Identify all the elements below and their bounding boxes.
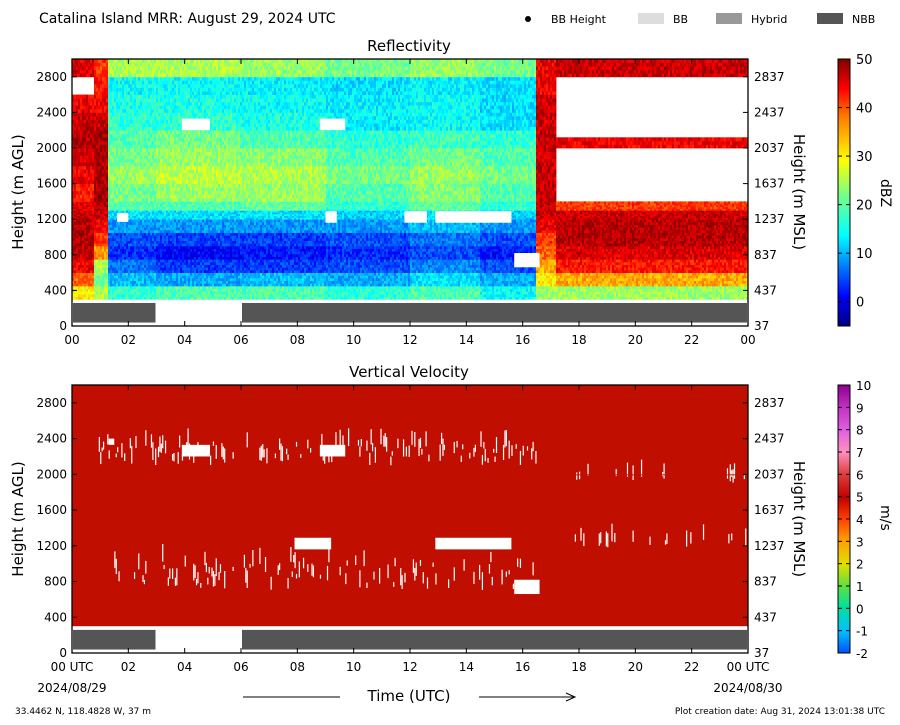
- reflectivity-heatmap: [72, 59, 748, 300]
- legend-label: BB: [673, 13, 688, 26]
- reflectivity-title: Reflectivity: [367, 37, 451, 55]
- legend-label: BB Height: [551, 13, 607, 26]
- reflectivity-panel: Reflectivity 00 02 04 06 08 10 12 14 16 18 20 22 000…: [9, 37, 893, 347]
- legend-swatch: [638, 13, 664, 24]
- legend-label: NBB: [852, 13, 875, 26]
- figure-title: Catalina Island MRR: August 29, 2024 UTC: [39, 11, 336, 27]
- legend-swatch: [716, 13, 742, 24]
- legend-label: Hybrid: [751, 13, 787, 26]
- legend-marker-bb-height: [525, 16, 531, 22]
- legend: BB Height BB Hybrid NBB: [525, 13, 875, 26]
- legend-swatch: [817, 13, 843, 24]
